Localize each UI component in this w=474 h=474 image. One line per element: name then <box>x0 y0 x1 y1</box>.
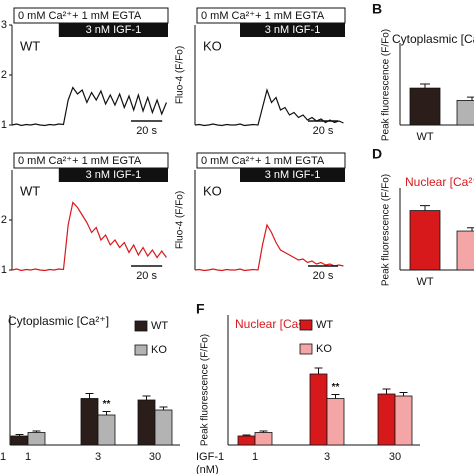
bar <box>394 395 413 446</box>
y-axis-label: Peak fluorescence (F/Fo) <box>381 29 392 141</box>
y-axis-label: Fluo-4 (F/Fo) <box>175 46 186 104</box>
condition-label: 0 mM Ca²⁺+ 1 mM EGTA <box>201 10 325 22</box>
bar <box>154 409 173 446</box>
x-axis-label: IGF-1 <box>0 451 6 463</box>
bar <box>456 100 474 126</box>
legend-swatch <box>299 319 313 331</box>
x-tick-label: 30 <box>389 451 401 463</box>
bar <box>456 230 474 271</box>
x-tick-label: 30 <box>149 451 161 463</box>
bar <box>237 435 256 446</box>
y-tick-label: 2 <box>1 214 7 226</box>
x-tick-label: 1 <box>25 451 31 463</box>
bar <box>10 435 29 446</box>
genotype-label: WT <box>20 183 40 198</box>
bar <box>409 210 441 271</box>
legend-swatch <box>134 344 148 356</box>
genotype-label: KO <box>203 38 222 53</box>
x-axis-label: (nM) <box>0 464 1 474</box>
legend-swatch <box>134 320 148 332</box>
panel-title: Cytoplasmic [Ca²⁺] <box>8 314 109 328</box>
treatment-bar <box>240 168 345 182</box>
bar <box>409 87 441 126</box>
bar <box>137 399 156 446</box>
significance: ** <box>103 399 111 410</box>
treatment-label: 3 nM IGF-1 <box>86 24 142 36</box>
bar <box>326 398 345 446</box>
y-axis-label: Peak fluorescence (F/Fo) <box>200 334 211 446</box>
condition-label: 0 mM Ca²⁺+ 1 mM EGTA <box>18 10 142 22</box>
scale-bar-label: 20 s <box>313 125 334 137</box>
bar <box>27 432 46 446</box>
bar <box>377 393 396 446</box>
bar <box>80 398 99 446</box>
legend-label: WT <box>316 319 333 331</box>
bar <box>254 432 273 446</box>
y-tick-label: 2 <box>1 69 7 81</box>
trace <box>11 201 167 272</box>
treatment-label: 3 nM IGF-1 <box>86 169 142 181</box>
panel-letter: D <box>372 146 382 162</box>
legend-label: WT <box>151 320 168 332</box>
bar <box>309 373 328 446</box>
condition-label: 0 mM Ca²⁺+ 1 mM EGTA <box>18 155 142 167</box>
treatment-label: 3 nM IGF-1 <box>265 24 321 36</box>
scale-bar-label: 20 s <box>313 270 334 282</box>
y-tick-label: 1 <box>1 119 7 131</box>
x-tick-label: WT <box>416 276 433 288</box>
genotype-label: KO <box>203 183 222 198</box>
treatment-bar <box>58 168 168 182</box>
y-tick-label: 1 <box>1 264 7 276</box>
x-tick-label: 3 <box>95 451 101 463</box>
y-axis-label: Fluo-4 (F/Fo) <box>175 191 186 249</box>
bar <box>97 414 116 446</box>
legend-swatch <box>299 343 313 355</box>
condition-label: 0 mM Ca²⁺+ 1 mM EGTA <box>201 155 325 167</box>
panel-title: Nuclear [Ca²⁺] <box>235 317 312 331</box>
scale-bar-label: 20 s <box>136 270 157 282</box>
scale-bar-label: 20 s <box>136 125 157 137</box>
trace <box>11 86 167 127</box>
treatment-bar <box>58 23 168 37</box>
y-tick-label: 3 <box>1 19 7 31</box>
x-tick-label: 3 <box>324 451 330 463</box>
legend-label: KO <box>316 343 332 355</box>
treatment-label: 3 nM IGF-1 <box>265 169 321 181</box>
trace <box>194 87 344 127</box>
panel-title: Cytoplasmic [Ca²⁺] <box>392 32 474 46</box>
x-tick-label: WT <box>416 131 433 143</box>
x-axis-label: IGF-1 <box>196 451 224 463</box>
legend-label: KO <box>151 344 167 356</box>
genotype-label: WT <box>20 38 40 53</box>
treatment-bar <box>240 23 345 37</box>
trace <box>194 223 344 272</box>
x-tick-label: 1 <box>252 451 258 463</box>
y-axis-label: Peak fluorescence (F/Fo) <box>381 174 392 286</box>
x-axis-label: (nM) <box>196 464 219 474</box>
panel-title: Nuclear [Ca²⁺] <box>405 175 474 189</box>
panel-letter: B <box>372 1 382 17</box>
significance: ** <box>332 382 340 393</box>
panel-letter: F <box>196 301 205 317</box>
